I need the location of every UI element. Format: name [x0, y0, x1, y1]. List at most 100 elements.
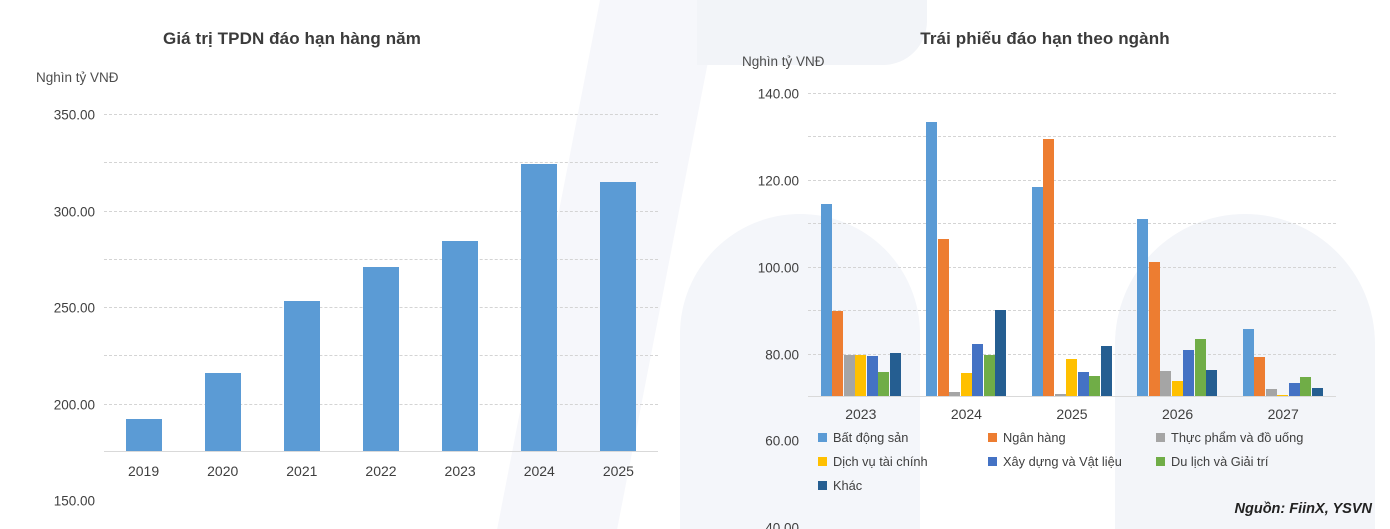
right-chart-plot-area: -20.0040.0060.0080.00100.00120.00140.00 … [758, 87, 1336, 529]
bar [1311, 388, 1323, 397]
bar [1206, 369, 1218, 397]
bar [820, 203, 832, 397]
left-chart-title: Giá trị TPDN đáo hạn hàng năm [163, 29, 421, 48]
right-chart-title: Trái phiếu đáo hạn theo ngành [920, 29, 1170, 48]
bar [937, 238, 949, 397]
legend-swatch-icon [818, 433, 827, 442]
legend-swatch-icon [1156, 457, 1165, 466]
y-axis-tick-label: 150.00 [53, 493, 95, 509]
bar [1160, 370, 1172, 397]
legend-item[interactable]: Du lịch và Giải trí [1156, 454, 1328, 469]
bar [1077, 372, 1089, 397]
x-axis-tick-label: 2021 [286, 463, 318, 479]
gridline: 60.00 [765, 266, 1336, 449]
bar [1242, 328, 1254, 397]
bar [600, 181, 637, 452]
y-axis-tick-label: 40.00 [765, 520, 799, 529]
legend-swatch-icon [818, 457, 827, 466]
bar [1148, 262, 1160, 397]
bar [1265, 389, 1277, 397]
right-chart-unit-label: Nghìn tỷ VNĐ [742, 54, 825, 69]
bar [204, 372, 241, 452]
x-axis-tick-label: 2024 [950, 406, 982, 422]
legend-item[interactable]: Dịch vụ tài chính [818, 454, 988, 469]
legend-item[interactable]: Thực phẩm và đồ uống [1156, 430, 1328, 445]
legend-label: Du lịch và Giải trí [1171, 454, 1269, 469]
legend-swatch-icon [818, 481, 827, 490]
legend-item[interactable]: Khác [818, 478, 988, 493]
bar [1137, 218, 1149, 397]
x-axis-tick-label: 2019 [127, 463, 160, 479]
gridline: 250.00 [54, 210, 658, 316]
gridline: 140.00 [758, 87, 1336, 102]
gridline: 350.00 [54, 108, 658, 123]
bar [1183, 350, 1195, 397]
gridline: 120.00 [758, 136, 1336, 188]
y-axis-tick-label: 140.00 [757, 86, 799, 102]
bar [926, 122, 938, 397]
y-axis-tick-label: 300.00 [53, 204, 95, 220]
bar [878, 372, 890, 397]
bar [949, 391, 961, 397]
bar [1288, 382, 1300, 397]
bar [363, 266, 399, 452]
legend-label: Dịch vụ tài chính [833, 454, 928, 469]
gridline: 200.00 [54, 258, 658, 412]
left-chart-unit-label: Nghìn tỷ VNĐ [36, 70, 119, 85]
legend-swatch-icon [1156, 433, 1165, 442]
bar [521, 164, 558, 452]
legend-label: Bất động sản [833, 430, 909, 445]
legend-item[interactable]: Bất động sản [818, 430, 988, 445]
bar [960, 373, 972, 397]
left-chart-x-axis-labels: 2019 2020 2021 2022 2023 2024 2025 [104, 452, 658, 479]
bar [889, 352, 901, 397]
bar [866, 355, 878, 397]
bar [843, 354, 855, 397]
left-chart-axis-line [104, 451, 658, 452]
bar [972, 343, 984, 397]
x-axis-tick-label: 2025 [1056, 406, 1088, 422]
bar [125, 419, 162, 452]
bar [1066, 359, 1078, 397]
left-chart-bars [104, 114, 658, 452]
bar [1300, 377, 1312, 397]
gridline: 80.00 [765, 223, 1336, 362]
y-axis-tick-label: 200.00 [53, 397, 95, 413]
y-axis-tick-label: 350.00 [53, 107, 95, 123]
y-axis-tick-label: 80.00 [765, 347, 799, 363]
legend-label: Thực phẩm và đồ uống [1171, 430, 1304, 445]
right-chart-axis-line [808, 396, 1336, 397]
y-axis-tick-label: 60.00 [765, 433, 799, 449]
gridline: 20.00 [808, 353, 1336, 355]
legend-label: Xây dựng và Vật liệu [1003, 454, 1122, 469]
bar [1194, 339, 1206, 397]
gridline: 100.00 [758, 179, 1336, 275]
bar [1254, 356, 1266, 397]
right-chart-bars [808, 93, 1336, 397]
bar [983, 354, 995, 397]
bar [1100, 345, 1112, 397]
bar [995, 310, 1007, 397]
bar [1043, 138, 1055, 397]
bar [1277, 394, 1289, 397]
legend-item[interactable]: Ngân hàng [988, 430, 1156, 445]
y-axis-tick-label: 100.00 [757, 260, 799, 276]
source-note: Nguồn: FiinX, YSVN [1234, 501, 1372, 517]
x-axis-tick-label: 2020 [207, 463, 239, 479]
bar [1031, 187, 1043, 397]
bar [442, 240, 479, 452]
x-axis-tick-label: 2025 [602, 463, 634, 479]
bar [283, 301, 320, 452]
x-axis-tick-label: 2023 [444, 463, 476, 479]
left-chart-plot-area: -50.00100.00150.00200.00250.00300.00350.… [54, 108, 658, 509]
legend-item[interactable]: Xây dựng và Vật liệu [988, 454, 1156, 469]
legend-swatch-icon [988, 457, 997, 466]
right-chart-legend: Bất động sản Ngân hàng Thực phẩm và đồ uốn… [818, 430, 1328, 493]
y-axis-tick-label: 250.00 [53, 300, 95, 316]
gridline: 40.00 [765, 310, 1336, 529]
bar [855, 354, 867, 397]
x-axis-tick-label: 2023 [845, 406, 877, 422]
bar [1089, 376, 1101, 397]
left-chart-panel: Giá trị TPDN đáo hạn hàng năm Nghìn tỷ V… [36, 29, 658, 509]
